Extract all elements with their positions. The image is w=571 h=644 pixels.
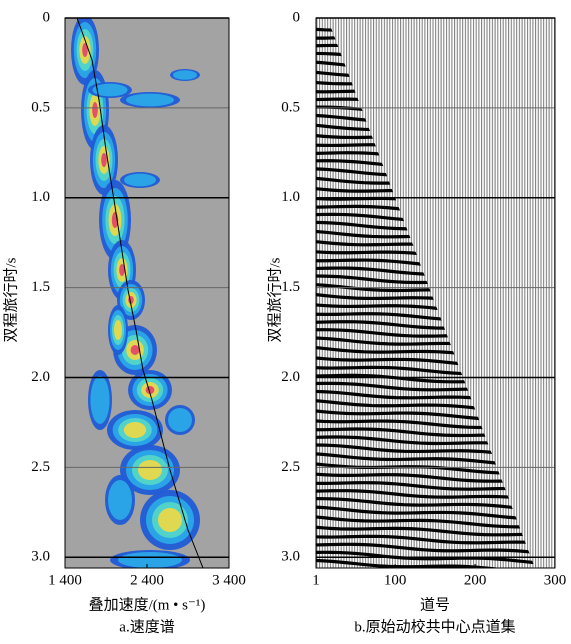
wiggle-band [316,534,535,545]
y-axis-title: 双程旅行时/s [266,257,283,342]
y-tick-label: 0 [293,9,301,25]
x-tick-label: 1 400 [48,572,82,588]
panel-frame [315,17,556,569]
x-tick-label: 100 [384,572,407,588]
wiggle-band [316,542,535,555]
y-tick-label: 1.0 [31,189,50,205]
energy-blob [92,102,98,118]
energy-blob [138,460,162,480]
y-tick-label: 2.0 [281,369,300,385]
energy-blob [126,93,174,107]
wiggle-band [316,558,535,568]
x-tick-label: 2 400 [130,572,164,588]
energy-blob [101,153,107,167]
grid [64,17,556,568]
energy-blob [123,422,147,438]
wiggle-band [316,525,535,537]
y-axis-title: 双程旅行时/s [2,257,19,342]
energy-blob [119,264,125,276]
wiggle-band [316,481,535,492]
energy-blob [130,345,140,355]
energy-blob [173,70,197,80]
x-axis-title: 道号 [420,596,450,613]
x-tick-label: 300 [544,572,567,588]
energy-blob [92,83,128,97]
energy-blob [168,408,192,432]
energy-blob [108,480,132,520]
y-tick-label: 0 [43,9,51,25]
energy-blob [145,386,155,394]
wiggle-band [316,515,535,529]
energy-blob [158,508,182,532]
y-tick-label: 3.0 [281,549,300,565]
y-tick-label: 2.5 [281,459,300,475]
x-axis-title: 叠加速度/(m • s⁻¹) [89,596,206,613]
wiggle-band [316,497,535,512]
caption: a.速度谱 [119,618,174,635]
x-tick-label: 200 [464,572,487,588]
x-tick-label: 3 400 [212,572,246,588]
caption: b.原始动校共中心点道集 [354,618,515,635]
wiggle-band [316,570,540,581]
wiggle-band [316,505,535,521]
y-tick-label: 3.0 [31,549,50,565]
energy-blob [118,552,182,568]
y-tick-label: 1.5 [31,279,50,295]
x-tick-label: 1 [312,572,320,588]
y-tick-label: 1.5 [281,279,300,295]
energy-blob [82,43,88,57]
energy-blob [124,173,156,187]
panel-frame [64,17,230,569]
velocity-pick-line [76,18,204,568]
wiggle-band [316,550,535,565]
wiggle-band [316,472,535,483]
energy-blob [90,376,110,424]
energy-blob [114,320,122,340]
wiggle-band [316,489,535,502]
y-tick-label: 1.0 [281,189,300,205]
y-tick-label: 2.0 [31,369,50,385]
y-tick-label: 0.5 [281,99,300,115]
y-tick-label: 0.5 [31,99,50,115]
y-tick-label: 2.5 [31,459,50,475]
